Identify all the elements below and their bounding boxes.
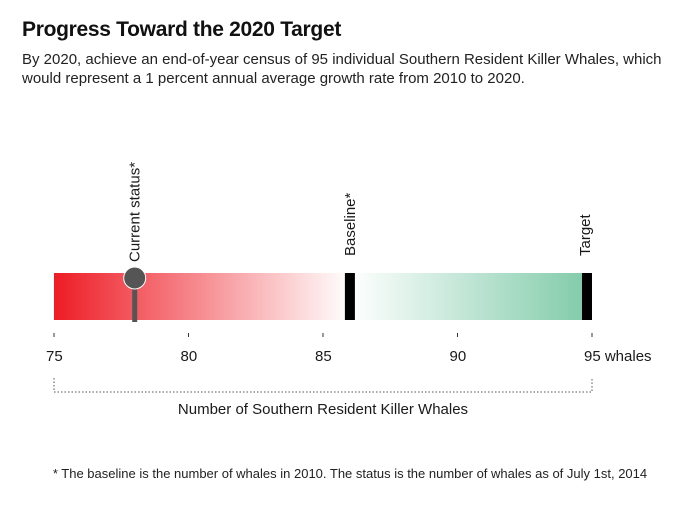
- page-title: Progress Toward the 2020 Target: [22, 18, 342, 41]
- current-status-label: Current status*: [127, 162, 144, 262]
- x-axis-label: Number of Southern Resident Killer Whale…: [178, 401, 468, 418]
- tick-label: 85: [315, 348, 332, 365]
- tick-label: 90: [450, 348, 467, 365]
- tick-label: 95 whales: [584, 348, 652, 365]
- tick-label: 80: [181, 348, 198, 365]
- baseline-marker: [344, 273, 355, 320]
- page-subtitle: By 2020, achieve an end-of-year census o…: [22, 51, 662, 87]
- target-marker: [582, 273, 592, 320]
- axis-bracket: [53, 378, 593, 393]
- bar-segment-below-baseline: [54, 273, 350, 320]
- tick-label: 75: [46, 348, 63, 365]
- bar-segment-to-target: [349, 273, 592, 320]
- footnote: * The baseline is the number of whales i…: [52, 466, 648, 481]
- target-label: Target: [577, 213, 594, 256]
- baseline-label: Baseline*: [342, 192, 359, 256]
- status-pin-head: [123, 266, 147, 290]
